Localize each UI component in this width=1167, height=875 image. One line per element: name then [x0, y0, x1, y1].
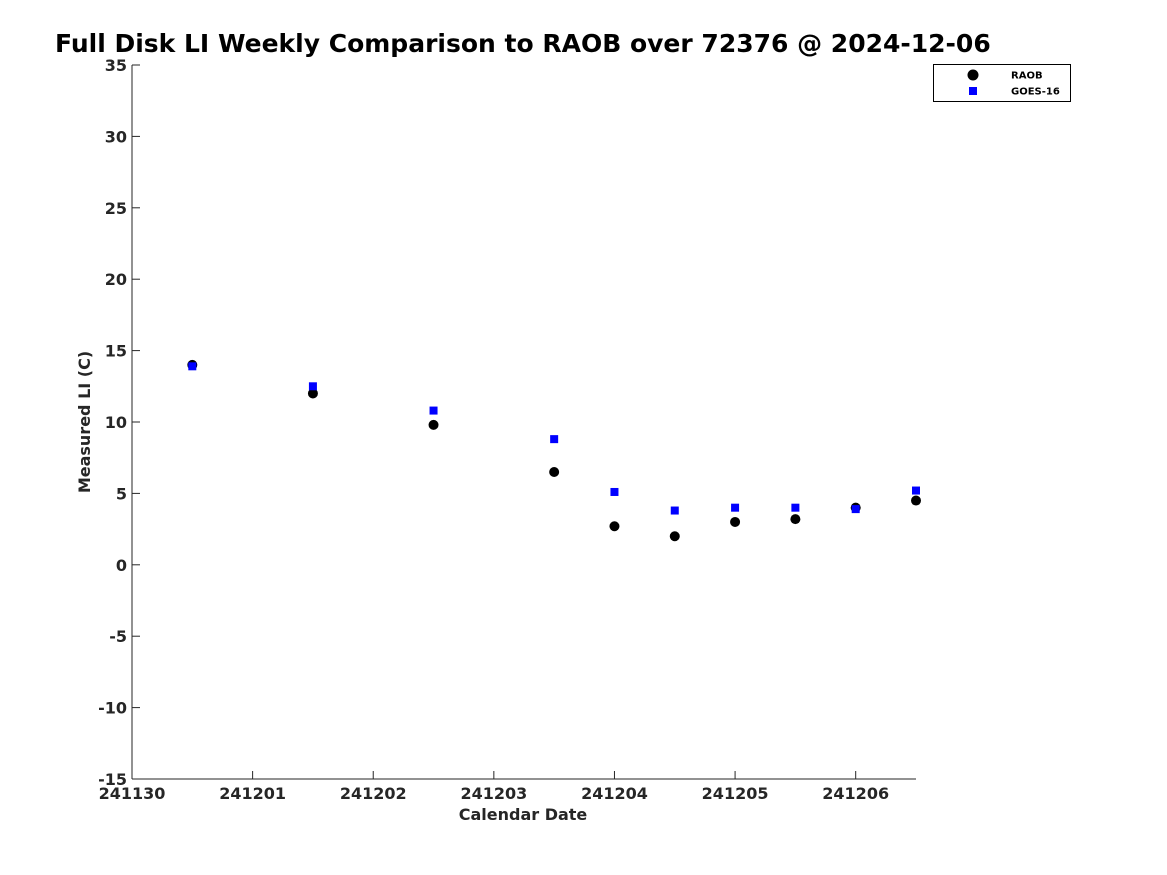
goes-16-point	[791, 503, 800, 512]
x-tick-label: 241202	[340, 784, 407, 803]
legend-goes-marker	[969, 87, 977, 95]
y-tick-label: 0	[116, 556, 127, 575]
y-tick-label: 35	[105, 56, 127, 75]
x-tick-label: 241201	[219, 784, 286, 803]
chart-title: Full Disk LI Weekly Comparison to RAOB o…	[55, 29, 991, 58]
raob-point	[790, 514, 801, 525]
x-axis-label: Calendar Date	[459, 805, 588, 824]
y-tick-label: -15	[98, 770, 127, 789]
y-tick-label: 25	[105, 199, 127, 218]
legend: RAOB GOES-16	[933, 64, 1071, 102]
y-tick-label: 15	[105, 342, 127, 361]
raob-point	[669, 531, 680, 542]
y-tick-label: 5	[116, 484, 127, 503]
goes-16-point	[912, 486, 920, 495]
y-axis-label: Measured LI (C)	[75, 351, 94, 493]
goes-16-point	[429, 406, 438, 415]
goes-16-point	[731, 503, 740, 512]
goes-16-point	[851, 505, 860, 514]
goes-16-point	[550, 435, 559, 444]
raob-point	[549, 466, 560, 477]
raob-point	[609, 521, 620, 532]
raob-point	[730, 516, 741, 527]
x-tick-label: 241203	[460, 784, 527, 803]
goes-16-point	[188, 362, 197, 371]
legend-raob-marker	[967, 69, 979, 81]
legend-box	[933, 64, 1071, 102]
legend-goes-label: GOES-16	[1011, 87, 1060, 98]
y-tick-label: -5	[109, 627, 127, 646]
y-tick-label: -10	[98, 699, 127, 718]
legend-raob-label: RAOB	[1011, 71, 1043, 82]
x-tick-label: 241205	[702, 784, 769, 803]
goes-16-point	[610, 487, 619, 496]
plot-area	[131, 65, 916, 780]
x-tick-label: 241204	[581, 784, 648, 803]
goes-16-point	[308, 382, 317, 391]
x-tick-label: 241206	[822, 784, 889, 803]
data-markers	[187, 359, 921, 542]
raob-point	[307, 388, 318, 399]
x-tick-label: 241130	[99, 784, 166, 803]
raob-point	[911, 495, 921, 506]
x-axis: 241130 241201 241202 241203 241204 241205 2412…	[99, 771, 889, 803]
raob-point	[428, 419, 439, 430]
y-axis: 35 30 25 20 15 10 5 0 -5 -10 -15	[98, 56, 140, 789]
y-tick-label: 10	[105, 413, 127, 432]
y-tick-label: 20	[105, 270, 127, 289]
goes-16-point	[670, 506, 679, 515]
y-tick-label: 30	[105, 127, 127, 146]
